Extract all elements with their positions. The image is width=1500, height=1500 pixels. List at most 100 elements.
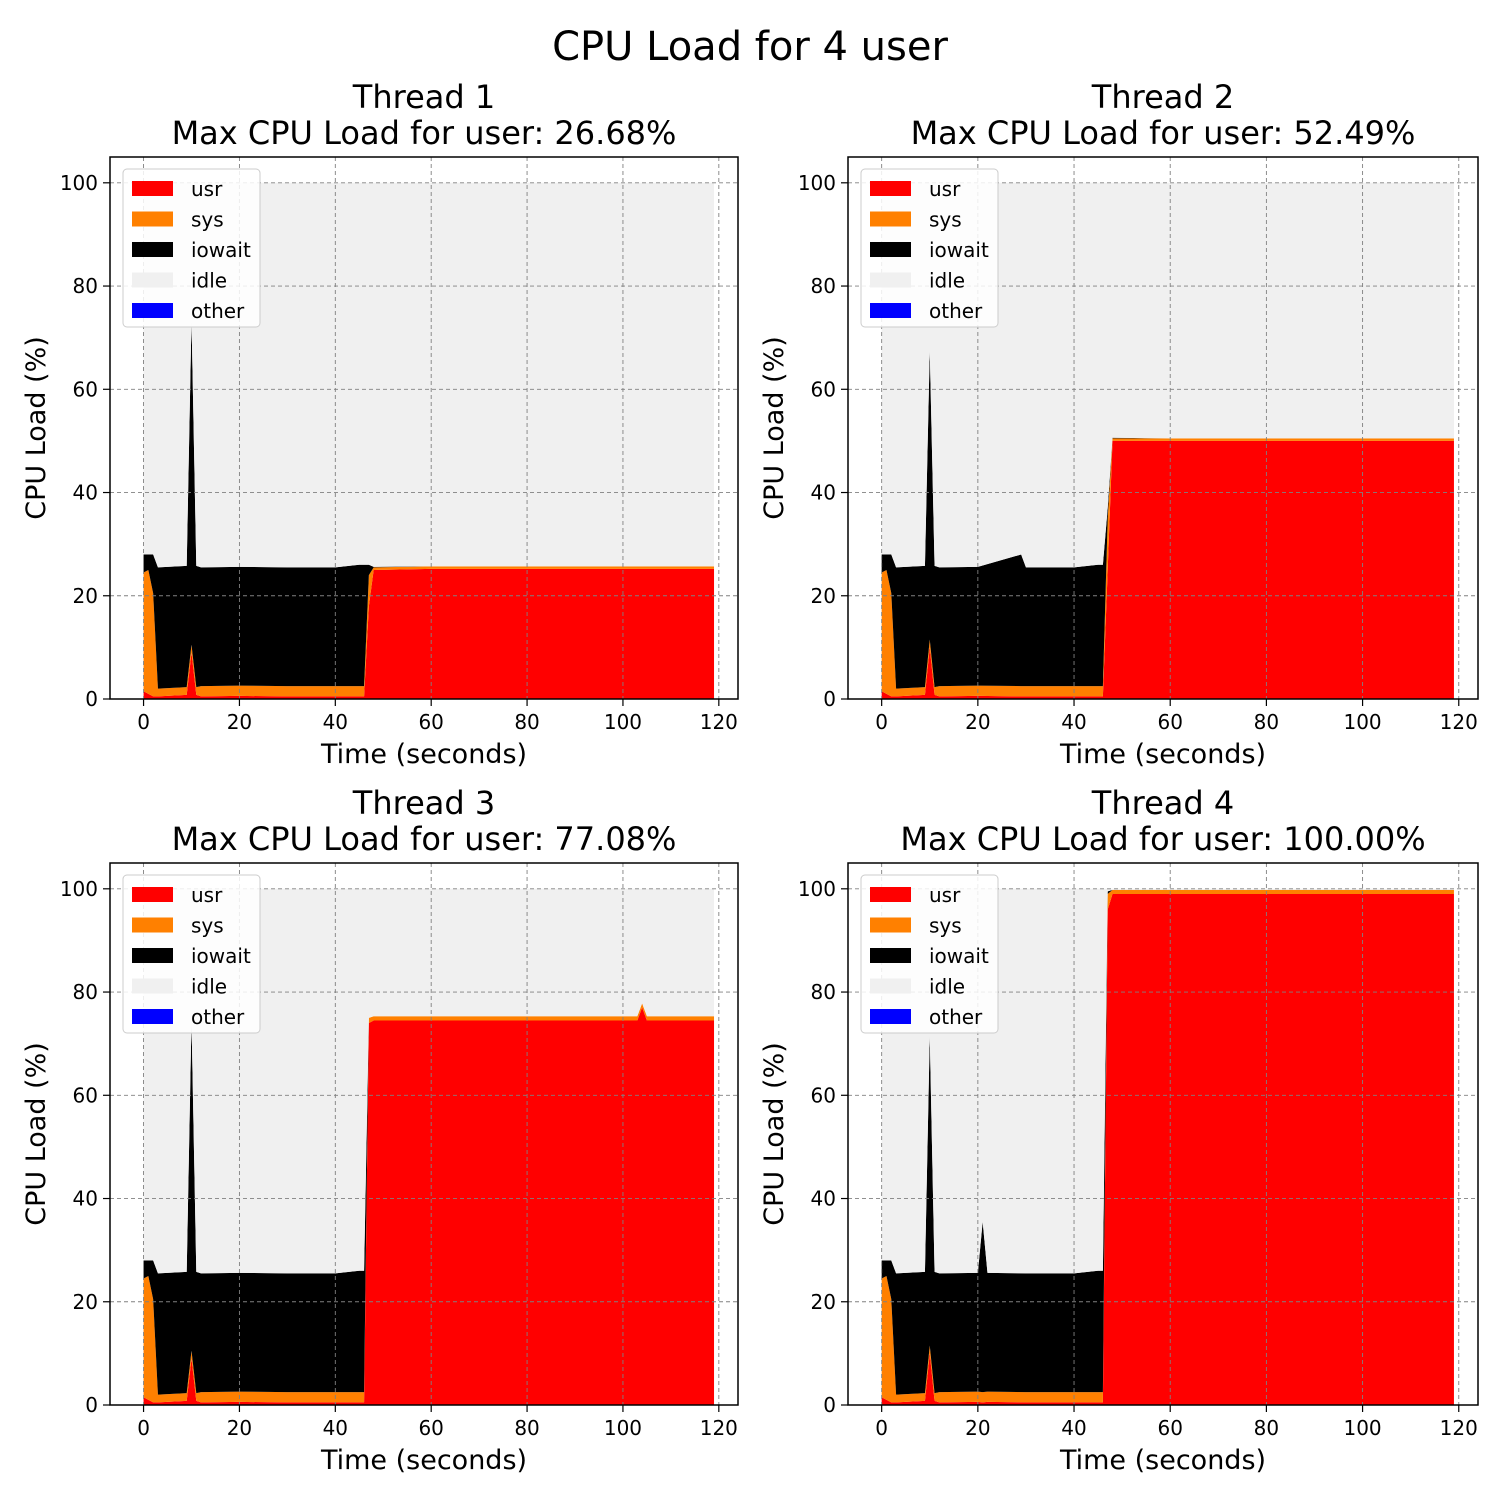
legend-swatch-usr — [132, 887, 173, 902]
y-axis: 0 20 40 60 80 100 CPU Load (%) — [759, 877, 848, 1417]
x-axis: 0 20 40 60 80 100 120 Time (seconds) — [137, 699, 738, 770]
x-tick-label: 100 — [604, 710, 642, 734]
grid-lines — [848, 863, 1478, 1406]
y-axis-label: CPU Load (%) — [759, 1042, 790, 1226]
x-axis-label: Time (seconds) — [320, 1445, 527, 1476]
legend-label-other: other — [191, 1005, 245, 1029]
area-series-iowait — [143, 1003, 715, 1395]
x-tick-label: 80 — [1254, 1416, 1279, 1440]
area-series-idle — [143, 888, 715, 1274]
plot-frame — [109, 156, 739, 700]
chart-title: Thread 3 — [352, 784, 495, 822]
y-axis: 0 20 40 60 80 100 CPU Load (%) — [21, 171, 110, 711]
y-tick-label: 60 — [811, 377, 836, 401]
y-tick-label: 0 — [85, 1393, 98, 1417]
x-tick-label: 120 — [700, 1416, 738, 1440]
legend-label-usr: usr — [191, 177, 223, 201]
chart-title: Thread 4 — [1091, 784, 1234, 822]
legend-swatch-sys — [870, 917, 911, 933]
x-axis: 0 20 40 60 80 100 120 Time (seconds) — [875, 1405, 1478, 1476]
legend-label-idle: idle — [191, 975, 227, 999]
legend-label-iowait: iowait — [191, 944, 251, 968]
legend-label-usr: usr — [929, 883, 961, 907]
x-tick-label: 0 — [137, 710, 150, 734]
y-tick-label: 100 — [60, 877, 98, 901]
y-tick-label: 20 — [811, 584, 836, 608]
x-tick-label: 120 — [700, 710, 738, 734]
plot-frame — [847, 862, 1479, 1406]
x-axis: 0 20 40 60 80 100 120 Time (seconds) — [875, 699, 1478, 770]
y-tick-label: 60 — [73, 1083, 98, 1107]
x-tick-label: 120 — [1440, 710, 1478, 734]
y-tick-label: 0 — [823, 1393, 836, 1417]
legend-label-sys: sys — [191, 208, 224, 232]
stacked-areas — [881, 888, 1454, 1405]
area-series-iowait — [881, 889, 1454, 1395]
x-axis-label: Time (seconds) — [1059, 1445, 1266, 1476]
x-tick-label: 80 — [1254, 710, 1279, 734]
y-tick-label: 20 — [73, 1290, 98, 1314]
x-tick-label: 100 — [1343, 1416, 1381, 1440]
legend-label-other: other — [929, 1005, 983, 1029]
legend-swatch-usr — [870, 181, 911, 196]
y-tick-label: 80 — [811, 980, 836, 1004]
legend-swatch-iowait — [870, 948, 911, 963]
legend-swatch-sys — [132, 917, 173, 933]
y-tick-label: 40 — [73, 481, 98, 505]
legend-label-sys: sys — [929, 914, 962, 938]
chart-subtitle: Max CPU Load for user: 52.49% — [911, 114, 1416, 152]
legend-swatch-iowait — [132, 242, 173, 257]
y-tick-label: 40 — [811, 481, 836, 505]
legend-label-usr: usr — [929, 177, 961, 201]
x-tick-label: 0 — [875, 710, 888, 734]
stacked-areas — [881, 182, 1454, 699]
y-tick-label: 20 — [811, 1290, 836, 1314]
y-tick-label: 100 — [798, 171, 836, 195]
legend: usr sys iowait idle other — [122, 168, 261, 328]
x-tick-label: 20 — [965, 710, 990, 734]
chart-title: Thread 1 — [352, 78, 495, 116]
x-tick-label: 40 — [1061, 1416, 1086, 1440]
legend-label-sys: sys — [191, 914, 224, 938]
y-tick-label: 80 — [73, 274, 98, 298]
y-tick-label: 100 — [60, 171, 98, 195]
y-tick-label: 40 — [73, 1187, 98, 1211]
x-axis-label: Time (seconds) — [1059, 739, 1266, 770]
legend-label-idle: idle — [929, 269, 965, 293]
y-axis: 0 20 40 60 80 100 CPU Load (%) — [21, 877, 110, 1417]
x-tick-label: 100 — [604, 1416, 642, 1440]
area-series-usr — [143, 1007, 715, 1405]
legend-swatch-idle — [132, 272, 173, 288]
legend-label-idle: idle — [191, 269, 227, 293]
chart-subtitle: Max CPU Load for user: 26.68% — [172, 114, 677, 152]
legend-label-iowait: iowait — [191, 238, 251, 262]
grid-lines — [848, 157, 1478, 700]
stacked-areas — [143, 182, 715, 699]
y-tick-label: 80 — [811, 274, 836, 298]
legend-label-usr: usr — [191, 883, 223, 907]
y-tick-label: 0 — [823, 687, 836, 711]
legend-label-other: other — [929, 299, 983, 323]
legend-swatch-other — [870, 1009, 911, 1024]
x-tick-label: 40 — [1061, 710, 1086, 734]
x-axis-label: Time (seconds) — [320, 739, 527, 770]
y-axis-label: CPU Load (%) — [21, 1042, 52, 1226]
y-tick-label: 40 — [811, 1187, 836, 1211]
x-tick-label: 60 — [1157, 710, 1182, 734]
x-axis: 0 20 40 60 80 100 120 Time (seconds) — [137, 1405, 738, 1476]
legend-swatch-other — [132, 1009, 173, 1024]
chart-subtitle: Max CPU Load for user: 100.00% — [900, 820, 1425, 858]
legend: usr sys iowait idle other — [122, 874, 261, 1034]
x-tick-label: 40 — [323, 1416, 348, 1440]
legend-swatch-usr — [132, 181, 173, 196]
x-tick-label: 40 — [323, 710, 348, 734]
legend-swatch-idle — [870, 272, 911, 288]
area-series-idle — [881, 888, 1454, 1274]
x-tick-label: 60 — [418, 1416, 443, 1440]
area-series-iowait — [881, 350, 1454, 689]
legend-swatch-other — [132, 303, 173, 318]
